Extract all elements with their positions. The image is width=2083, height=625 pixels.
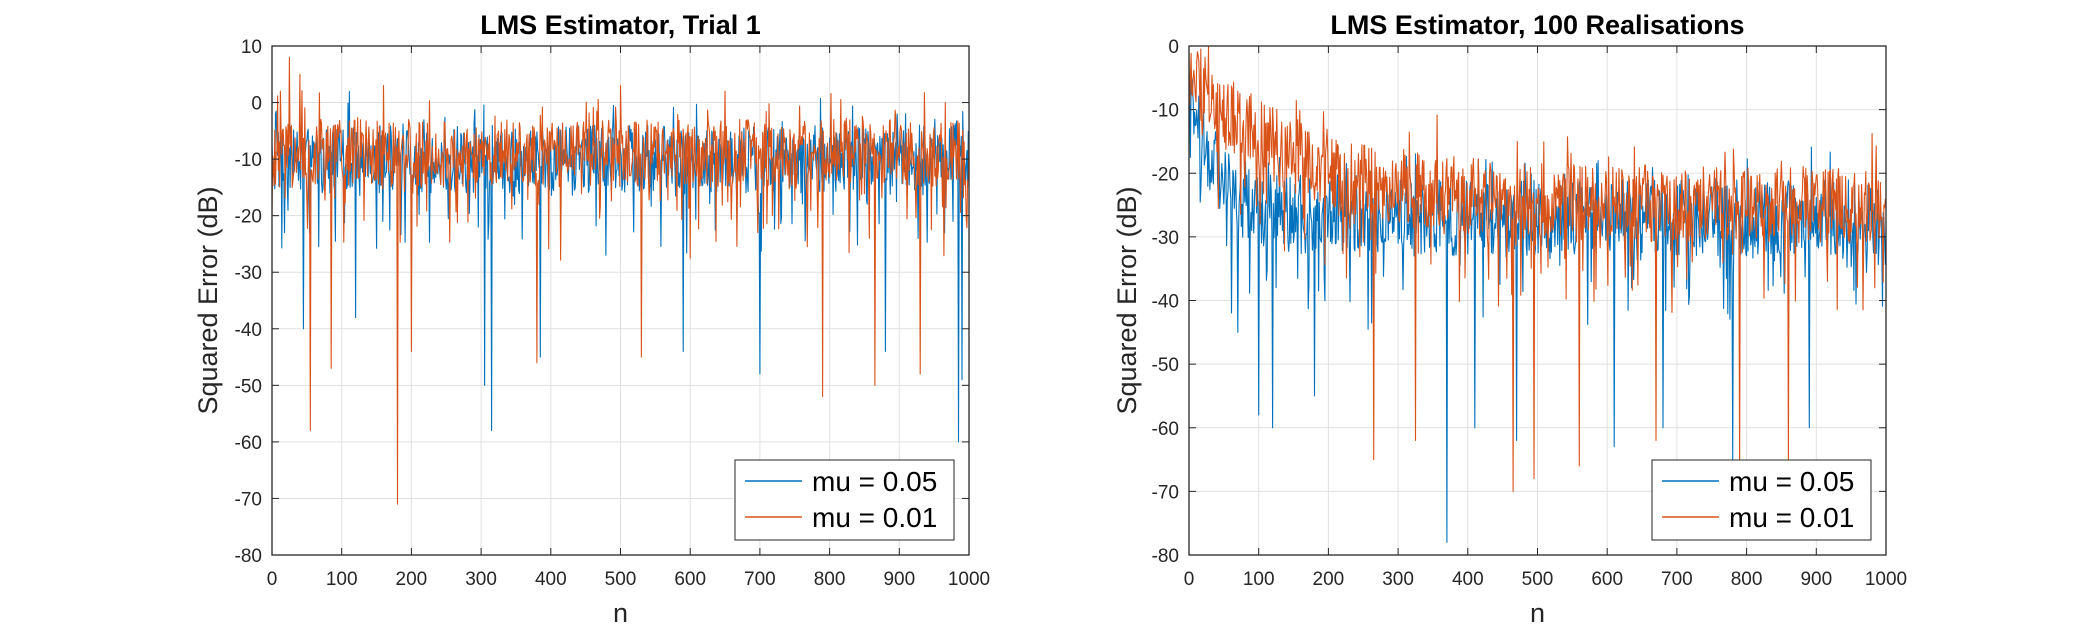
right-y-tick-label: -10 — [1152, 101, 1179, 122]
left-x-tick-label: 500 — [605, 569, 637, 590]
left-series-group — [271, 56, 970, 505]
right-x-tick-label: 700 — [1661, 569, 1693, 590]
right-legend: mu = 0.05 mu = 0.01 — [1651, 459, 1872, 541]
left-y-tick-label: -10 — [235, 150, 262, 171]
right-y-tick-label: -60 — [1152, 419, 1179, 440]
right-x-tick-label: 400 — [1452, 569, 1484, 590]
right-series-line-mu-001 — [1188, 45, 1887, 492]
right-y-tick-label: -20 — [1152, 164, 1179, 185]
left-ticks: 0 100 200 300 400 500 600 700 800 900 1000-80-70-6… — [235, 37, 991, 590]
left-x-axis-label: n — [613, 598, 628, 625]
right-y-tick-label: -50 — [1152, 355, 1179, 376]
right-x-tick-label: 100 — [1243, 569, 1275, 590]
left-chart: 0 100 200 300 400 500 600 700 800 900 1000-80-70-6… — [193, 10, 990, 625]
right-ticks: 0 100 200 300 400 500 600 700 800 900 1000 -80 -70 -6… — [1152, 37, 1908, 590]
right-legend-box — [1651, 459, 1872, 541]
left-y-axis-label: Squared Error (dB) — [193, 186, 223, 414]
right-series-line-mu-005 — [1188, 78, 1887, 543]
right-chart-title: LMS Estimator, 100 Realisations — [1330, 10, 1744, 40]
right-chart: 0 100 200 300 400 500 600 700 800 900 1000 -80 -70 -6… — [1112, 10, 1907, 625]
left-legend-label-mu-001: mu = 0.01 — [812, 502, 937, 533]
right-x-axis-label: n — [1530, 598, 1545, 625]
right-x-tick-label: 0 — [1184, 569, 1195, 590]
left-x-tick-label: 200 — [396, 569, 428, 590]
right-y-tick-label: -80 — [1152, 546, 1179, 567]
left-y-tick-label: -50 — [235, 376, 262, 397]
right-y-tick-label: -70 — [1152, 482, 1179, 503]
right-legend-label-mu-005: mu = 0.05 — [1729, 466, 1854, 497]
left-series-line-mu-001 — [271, 56, 970, 505]
right-legend-label-mu-001: mu = 0.01 — [1729, 502, 1854, 533]
left-legend-label-mu-005: mu = 0.05 — [812, 466, 937, 497]
right-x-tick-label: 800 — [1731, 569, 1763, 590]
left-x-tick-label: 1000 — [948, 569, 990, 590]
left-y-tick-label: -60 — [235, 433, 262, 454]
left-y-tick-label: -70 — [235, 489, 262, 510]
left-x-tick-label: 900 — [883, 569, 915, 590]
left-x-tick-label: 100 — [326, 569, 358, 590]
right-y-tick-label: 0 — [1168, 37, 1179, 58]
left-legend-box — [734, 459, 955, 541]
right-x-tick-label: 300 — [1382, 569, 1414, 590]
left-y-tick-label: -20 — [235, 207, 262, 228]
right-x-tick-label: 200 — [1313, 569, 1345, 590]
left-x-tick-label: 800 — [814, 569, 846, 590]
left-y-tick-label: -30 — [235, 263, 262, 284]
left-legend: mu = 0.05 mu = 0.01 — [734, 459, 955, 541]
right-x-tick-label: 1000 — [1865, 569, 1907, 590]
right-y-tick-label: -30 — [1152, 228, 1179, 249]
left-x-tick-label: 0 — [267, 569, 278, 590]
left-y-tick-label: -40 — [235, 320, 262, 341]
right-y-tick-label: -40 — [1152, 292, 1179, 313]
left-y-tick-label: -80 — [235, 546, 262, 567]
left-y-tick-label: 0 — [251, 94, 262, 115]
right-series-group — [1188, 45, 1887, 543]
right-x-tick-label: 900 — [1800, 569, 1832, 590]
left-x-tick-label: 700 — [744, 569, 776, 590]
right-x-tick-label: 600 — [1591, 569, 1623, 590]
left-y-tick-label: 10 — [241, 37, 262, 58]
left-chart-title: LMS Estimator, Trial 1 — [480, 10, 761, 40]
left-x-tick-label: 400 — [535, 569, 567, 590]
right-x-tick-label: 500 — [1522, 569, 1554, 590]
left-x-tick-label: 600 — [674, 569, 706, 590]
right-y-axis-label: Squared Error (dB) — [1112, 186, 1142, 414]
left-x-tick-label: 300 — [465, 569, 497, 590]
